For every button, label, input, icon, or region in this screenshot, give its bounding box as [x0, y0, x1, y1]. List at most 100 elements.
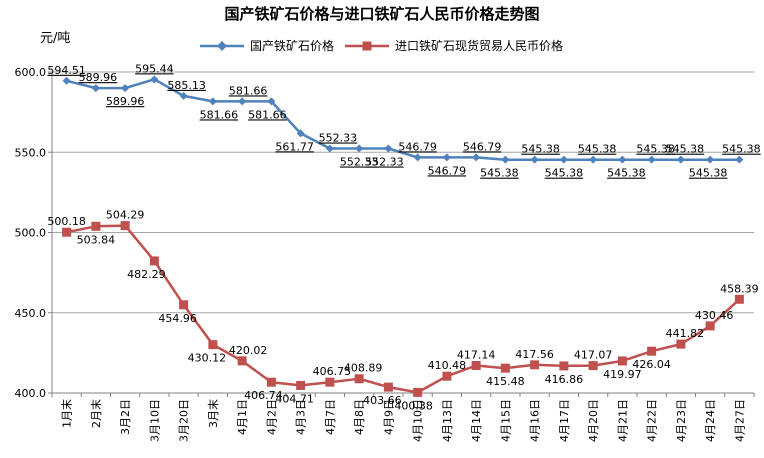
point-marker-domestic: [150, 75, 159, 84]
data-label-import: 406.75: [313, 365, 352, 378]
point-marker-domestic: [735, 155, 744, 164]
data-label-import: 404.71: [275, 392, 314, 405]
legend-label-import: 进口铁矿石现货贸易人民币价格: [395, 38, 563, 53]
point-marker-import: [325, 377, 335, 387]
data-label-domestic: 561.77: [275, 140, 314, 153]
data-label-domestic: 545.38: [607, 167, 646, 180]
legend-label-domestic: 国产铁矿石价格: [250, 38, 334, 53]
legend: 国产铁矿石价格 进口铁矿石现货贸易人民币价格: [200, 38, 563, 53]
x-tick-label: 4月22日: [646, 399, 659, 442]
point-marker-import: [413, 387, 423, 397]
x-tick-label: 3月10日: [148, 399, 161, 442]
series-markers: [62, 75, 744, 397]
point-marker-import: [266, 377, 276, 387]
x-tick-label: 4月3日: [295, 399, 308, 435]
x-tick-label: 4月21日: [616, 399, 629, 442]
data-label-import: 503.84: [77, 233, 116, 246]
data-label-import: 441.82: [666, 327, 705, 340]
point-marker-import: [179, 300, 189, 310]
data-label-import: 417.14: [457, 348, 496, 361]
x-tick-label: 4月8日: [353, 399, 366, 435]
data-labels: 594.51589.96589.96595.44585.13581.66581.…: [47, 62, 760, 412]
data-label-import: 408.89: [344, 362, 383, 375]
data-label-domestic: 594.51: [47, 64, 86, 77]
data-label-import: 415.48: [486, 375, 525, 388]
series-line-import: [66, 224, 741, 394]
data-label-domestic: 546.79: [428, 164, 467, 177]
data-label-domestic: 589.96: [79, 71, 118, 84]
y-axis-unit-label: 元/吨: [40, 31, 70, 46]
data-label-import: 430.12: [188, 352, 227, 365]
point-marker-domestic: [472, 153, 481, 162]
point-marker-import: [442, 371, 452, 381]
point-marker-domestic: [413, 153, 422, 162]
data-label-import: 416.86: [545, 373, 584, 386]
data-label-import: 406.74: [244, 389, 283, 402]
point-marker-import: [383, 382, 393, 392]
point-marker-import: [62, 227, 72, 237]
point-marker-domestic: [501, 155, 510, 164]
point-marker-domestic: [647, 155, 656, 164]
point-marker-domestic: [559, 155, 568, 164]
data-label-import: 430.46: [695, 309, 734, 322]
x-tick-label: 4月17日: [558, 399, 571, 442]
data-label-domestic: 552.33: [319, 132, 358, 145]
point-marker-import: [588, 361, 598, 371]
x-tick-label: 4月2日: [265, 399, 278, 435]
data-label-domestic: 545.38: [521, 143, 560, 156]
data-label-import: 417.56: [515, 348, 554, 361]
x-tick-label: 4月7日: [324, 399, 337, 435]
x-tick-label: 4月20日: [587, 399, 600, 442]
data-label-import: 419.97: [603, 368, 642, 381]
data-label-import: 420.02: [229, 344, 268, 357]
point-marker-domestic: [238, 97, 247, 106]
point-marker-import: [354, 374, 364, 384]
x-tick-label: 4月10日: [412, 399, 425, 442]
point-marker-import: [471, 360, 481, 370]
point-marker-import: [149, 256, 159, 266]
data-label-domestic: 552.33: [340, 156, 379, 169]
series-lines: [66, 78, 741, 394]
point-marker-import: [617, 356, 627, 366]
data-label-import: 403.66: [363, 394, 402, 407]
point-marker-import: [647, 346, 657, 356]
data-label-domestic: 589.96: [106, 95, 145, 108]
x-tick-label: 1月末: [60, 399, 74, 428]
x-tick-label: 3月20日: [178, 399, 191, 442]
data-label-domestic: 545.38: [689, 167, 728, 180]
point-marker-domestic: [91, 84, 100, 93]
x-tick-label: 4月24日: [704, 399, 717, 442]
x-tick-label: 4月9日: [382, 399, 395, 435]
point-marker-import: [559, 361, 569, 371]
point-marker-domestic: [676, 155, 685, 164]
y-axis-ticks: 400.0 450.0 500.0 550.0 600.0: [15, 66, 52, 400]
point-marker-import: [530, 360, 540, 370]
x-tick-label: 4月14日: [470, 399, 483, 442]
data-label-domestic: 552.33: [365, 156, 404, 169]
point-marker-import: [237, 356, 247, 366]
data-label-domestic: 545.38: [578, 143, 617, 156]
data-label-domestic: 546.79: [398, 140, 437, 153]
legend-marker-square: [362, 41, 372, 51]
data-label-domestic: 545.38: [545, 167, 584, 180]
point-marker-domestic: [121, 84, 130, 93]
data-label-domestic: 581.66: [248, 108, 287, 121]
point-marker-domestic: [589, 155, 598, 164]
y-tick-label: 400.0: [15, 387, 47, 400]
point-marker-domestic: [706, 155, 715, 164]
series-line-domestic: [66, 78, 740, 161]
data-label-import: 458.39: [720, 282, 759, 295]
data-label-import: 410.48: [428, 359, 467, 372]
data-label-domestic: 545.38: [636, 143, 675, 156]
x-tick-label: 4月27日: [733, 399, 746, 442]
point-marker-import: [734, 294, 744, 304]
x-tick-label: 4月15日: [499, 399, 512, 442]
point-marker-domestic: [355, 144, 364, 153]
point-marker-domestic: [296, 129, 305, 138]
x-tick-label: 4月16日: [529, 399, 542, 442]
data-label-import: 417.07: [574, 349, 613, 362]
data-label-domestic: 585.13: [167, 79, 206, 92]
point-marker-domestic: [618, 155, 627, 164]
x-tick-label: 4月23日: [675, 399, 688, 442]
y-tick-label: 550.0: [15, 146, 47, 159]
